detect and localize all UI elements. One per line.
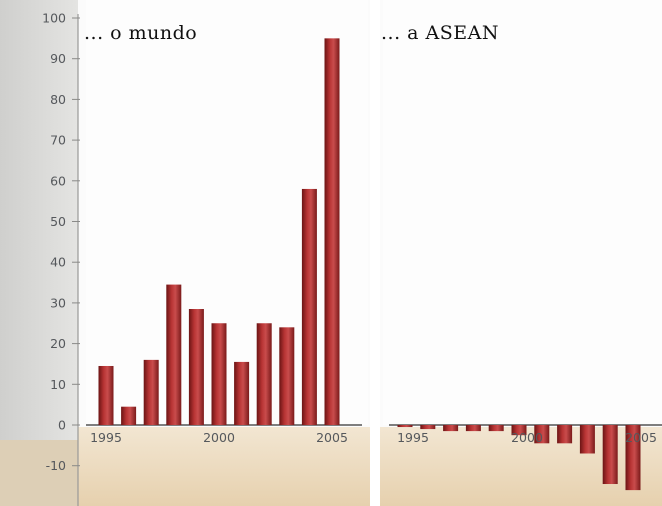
- left-chart-x-tick-label: 1995: [90, 430, 122, 445]
- y-tick-label: 90: [50, 51, 66, 66]
- left-chart-x-tick-label: 2000: [203, 430, 235, 445]
- y-tick-label: 40: [50, 255, 66, 270]
- right-chart-bar: [579, 425, 595, 454]
- left-chart-bar: [143, 359, 159, 425]
- y-tick-label: 100: [42, 11, 66, 26]
- y-axis-strip: [0, 0, 78, 506]
- right-chart-bar: [443, 425, 459, 432]
- y-tick-label: 20: [50, 336, 66, 351]
- left-panel-background: [86, 0, 368, 425]
- y-axis-strip-band: [0, 440, 78, 506]
- left-chart-title: ... o mundo: [84, 22, 197, 44]
- y-tick-label: 10: [50, 377, 66, 392]
- right-chart-bar: [488, 425, 504, 432]
- left-chart-bar: [211, 323, 227, 425]
- right-chart-bar: [602, 425, 618, 485]
- chart-bars: [98, 38, 641, 491]
- right-chart-bar: [534, 425, 550, 444]
- left-chart-bar: [324, 38, 340, 425]
- left-chart-bar: [121, 406, 137, 425]
- left-chart-x-tick-label: 2005: [316, 430, 348, 445]
- left-chart-bar: [279, 327, 295, 425]
- right-chart-bar: [511, 425, 527, 436]
- right-chart-x-tick-label: 2005: [625, 430, 657, 445]
- y-tick-label: 0: [58, 418, 66, 433]
- right-chart-bar: [397, 425, 413, 428]
- left-chart-bar: [256, 323, 272, 425]
- right-chart-x-tick-label: 1995: [397, 430, 429, 445]
- y-tick-label: 30: [50, 295, 66, 310]
- y-tick-label: 70: [50, 133, 66, 148]
- right-chart-bar: [465, 425, 481, 432]
- right-chart-bar: [420, 425, 436, 430]
- left-chart-bar: [98, 365, 114, 425]
- right-chart-bar: [625, 425, 641, 491]
- left-chart-bar: [188, 309, 204, 425]
- right-panel-background: [383, 0, 662, 425]
- right-chart-bar: [557, 425, 573, 444]
- y-tick-label: -10: [46, 458, 66, 473]
- y-tick-label: 50: [50, 214, 66, 229]
- left-chart-bar: [166, 284, 182, 425]
- negative-region-band: [76, 427, 662, 506]
- right-chart-title: ... a ASEAN: [381, 22, 499, 44]
- right-chart-x-tick-label: 2000: [511, 430, 543, 445]
- y-tick-label: 60: [50, 173, 66, 188]
- left-chart-bar: [234, 361, 250, 425]
- y-tick-label: 80: [50, 92, 66, 107]
- left-chart-bar: [301, 188, 317, 425]
